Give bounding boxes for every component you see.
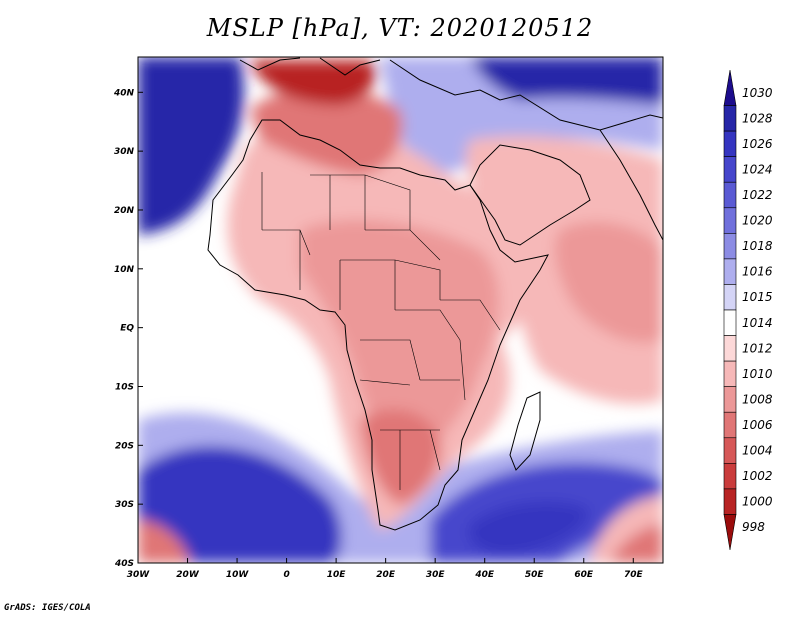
europe-coastline (239, 57, 663, 131)
region-mediterranean-low (250, 60, 376, 105)
colorbar-swatch (723, 360, 737, 387)
y-tick-label: 10N (114, 265, 135, 275)
colorbar-label: 1024 (742, 162, 773, 176)
axis-ticks: 30W 20W 10W 0 10E 20E 30E 40E 50E 60E 70E 40N 30N 20N… (113, 88, 644, 580)
grads-credit: GrADS: IGES/COLA (4, 603, 91, 613)
arabia-coastline (469, 144, 591, 246)
x-tick-label: 60E (574, 570, 594, 580)
madagascar-coastline (509, 391, 541, 471)
map-frame (137, 56, 664, 564)
y-tick-label: 20N (114, 206, 135, 216)
region-sw-corner-low (138, 520, 190, 563)
colorbar-label: 1000 (742, 495, 773, 509)
x-tick-label: 30W (127, 570, 151, 580)
colorbar-label: 1020 (742, 214, 773, 228)
region-se-ring (590, 495, 663, 563)
x-tick-label: 0 (283, 570, 289, 580)
colorbar-swatch (723, 284, 737, 311)
y-tick-label: 30S (115, 500, 134, 510)
x-tick-label: 70E (624, 570, 644, 580)
region-se-corner-low (610, 525, 663, 563)
y-tick-label: EQ (120, 324, 134, 334)
x-tick-label: 20W (176, 570, 200, 580)
x-tick-label: 40E (474, 570, 495, 580)
pressure-field (138, 57, 663, 563)
africa-coastline (207, 119, 549, 531)
india-coastline (599, 129, 663, 241)
colorbar-label: 1012 (742, 341, 773, 355)
colorbar-label: 1026 (742, 137, 773, 151)
x-tick-label: 10W (226, 570, 250, 580)
country-borders (261, 172, 501, 490)
region-kalahari-low (360, 409, 441, 505)
colorbar-swatch (723, 514, 737, 551)
colorbar-label: 1006 (742, 418, 773, 432)
colorbar-swatch (723, 437, 737, 464)
x-tick-label: 20E (376, 570, 396, 580)
colorbar-label: 1022 (742, 188, 773, 202)
colorbar-swatch (723, 207, 737, 234)
y-tick-label: 10S (115, 382, 134, 392)
region-saharan-low (250, 87, 403, 175)
colorbar-label: 1014 (742, 316, 773, 330)
colorbar-label: 1018 (742, 239, 773, 253)
region-arabian-core (554, 221, 663, 343)
colorbar-swatch (723, 463, 737, 490)
colorbar-swatch (723, 105, 737, 132)
region-south-atlantic-core (199, 499, 320, 561)
colorbar-label: 1030 (742, 86, 773, 100)
colorbar-label: 1016 (742, 265, 773, 279)
colorbar-swatch (723, 258, 737, 285)
y-tick-label: 40N (113, 88, 135, 98)
y-tick-label: 30N (114, 147, 135, 157)
colorbar-swatch (723, 233, 737, 260)
colorbar-swatch (723, 411, 737, 439)
page-title: MSLP [hPa], VT: 2020120512 (206, 14, 594, 42)
colorbar-label: 1015 (742, 290, 773, 304)
x-tick-label: 30E (426, 570, 446, 580)
region-asia-core (540, 57, 663, 85)
colorbar-label: 1028 (742, 111, 773, 125)
region-indian-ocean-core (468, 501, 590, 555)
colorbar-swatch (723, 335, 737, 362)
colorbar: 1030 1028 1026 1024 1022 1020 1018 1016 1015 1014… (723, 69, 773, 551)
x-tick-label: 10E (327, 570, 347, 580)
colorbar-swatch (723, 386, 737, 413)
colorbar-swatch (723, 309, 737, 336)
colorbar-label: 1010 (742, 367, 773, 381)
colorbar-label: 998 (742, 520, 765, 534)
x-tick-label: 50E (525, 570, 545, 580)
y-tick-label: 20S (115, 441, 134, 451)
colorbar-label: 1002 (742, 469, 773, 483)
colorbar-label: 1008 (742, 392, 773, 406)
colorbar-label: 1004 (742, 444, 773, 458)
region-north-atlantic-core (138, 57, 209, 153)
colorbar-swatch (723, 488, 737, 515)
colorbar-swatch (723, 156, 737, 183)
colorbar-swatch (723, 69, 737, 106)
colorbar-swatch (723, 130, 737, 157)
y-tick-label: 40S (114, 559, 134, 569)
colorbar-swatch (723, 181, 737, 209)
